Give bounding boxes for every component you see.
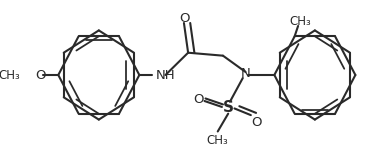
Text: S: S [223, 100, 234, 115]
Text: CH₃: CH₃ [207, 134, 229, 147]
Text: O: O [36, 69, 46, 81]
Text: O: O [194, 93, 204, 106]
Text: CH₃: CH₃ [0, 69, 20, 81]
Text: CH₃: CH₃ [289, 15, 311, 28]
Text: O: O [180, 12, 190, 25]
Text: O: O [251, 116, 261, 129]
Text: NH: NH [156, 69, 176, 81]
Text: N: N [241, 67, 250, 80]
